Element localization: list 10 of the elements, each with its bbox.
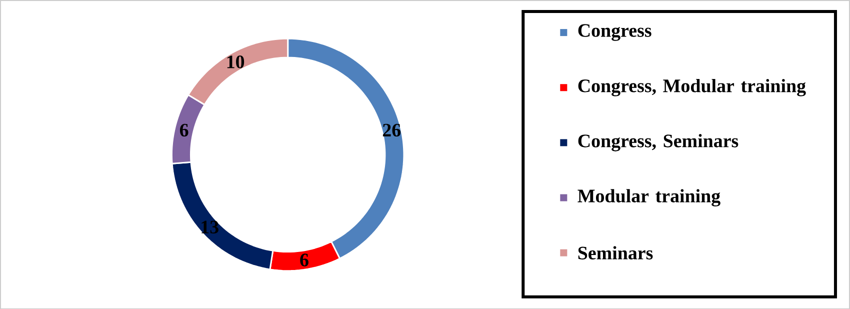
legend-label: Congress (578, 24, 652, 41)
legend-label: Modular training (578, 188, 720, 206)
legend-label: Congress, Seminars (578, 134, 738, 152)
legend-label: Congress, Modular training (578, 78, 806, 96)
data-label: 10 (227, 55, 244, 68)
data-label: 26 (382, 124, 401, 136)
data-label: 13 (202, 220, 218, 234)
data-label: 6 (180, 124, 188, 136)
data-label: 6 (300, 253, 308, 266)
legend-label: Seminars (578, 246, 653, 260)
